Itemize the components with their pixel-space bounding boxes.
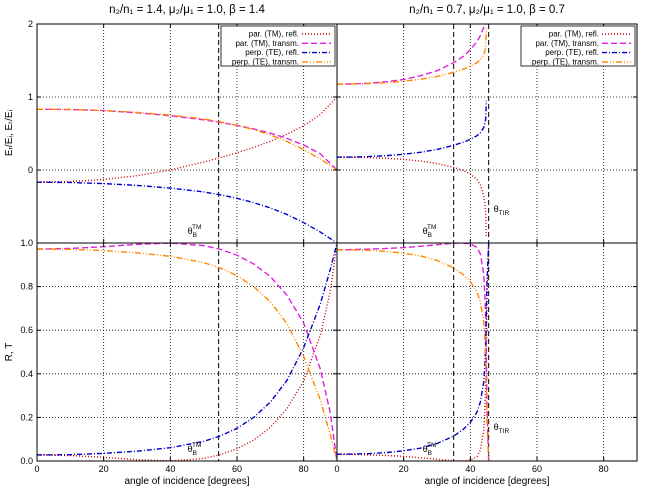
panel-bottom-right: 0 20 40 60 80 θBTM θTIR (334, 242, 638, 474)
series-line (337, 24, 487, 85)
legend-label: par. (TM), transm. (535, 39, 599, 48)
marker-annotation: θBTM (423, 224, 437, 239)
x-tick-label: 20 (99, 464, 109, 474)
x-tick-label: 0 (34, 464, 39, 474)
y-tick-label: 0.6 (20, 325, 33, 335)
series-line (37, 243, 337, 461)
x-axis-label-right: angle of incidence [degrees] (424, 476, 549, 487)
legend: par. (TM), refl.par. (TM), transm.perp. … (520, 25, 636, 67)
panel-title-left: n₂/n₁ = 1.4, μ₂/μ₁ = 1.0, β = 1.4 (109, 4, 265, 16)
series-line (37, 243, 337, 461)
series-line (37, 96, 337, 183)
x-tick-label: 40 (165, 464, 175, 474)
y-axis-label-bottom: R, T (4, 343, 15, 362)
y-tick-label: 0.8 (20, 282, 33, 292)
legend-label: perp. (TE), transm. (532, 57, 599, 66)
x-tick-label: 80 (299, 464, 309, 474)
series-line (37, 108, 337, 171)
y-tick-label: 0.0 (20, 456, 33, 466)
legend-label: par. (TM), refl. (249, 30, 299, 39)
marker-annotation: θTIR (494, 422, 510, 435)
series-line (37, 181, 337, 243)
panel-title-right: n₂/n₁ = 0.7, μ₂/μ₁ = 1.0, β = 0.7 (409, 4, 565, 16)
legend-label: par. (TM), transm. (235, 39, 299, 48)
x-axis-label-left: angle of incidence [degrees] (124, 476, 249, 487)
y-tick-label: 1.0 (20, 238, 33, 248)
series-line (37, 248, 337, 461)
x-tick-label: 80 (599, 464, 609, 474)
series-line (37, 243, 337, 456)
legend-box (520, 25, 636, 67)
marker-annotation: θBTM (188, 442, 202, 457)
legend-label: perp. (TE), refl. (545, 48, 599, 57)
series-line (337, 100, 488, 158)
x-tick-label: 0 (334, 464, 339, 474)
x-tick-label: 20 (399, 464, 409, 474)
series-line (337, 27, 488, 85)
marker-annotation: θTIR (494, 204, 510, 217)
legend-box (220, 25, 336, 67)
marker-annotation: θBTM (188, 224, 202, 239)
panel-bottom-left: 0 20 40 60 80 0.0 0.2 0.4 0.6 0.8 1.0 θBTM (20, 238, 338, 474)
x-tick-label: 40 (465, 464, 475, 474)
y-tick-label: 0.2 (20, 412, 33, 422)
x-tick-label: 60 (532, 464, 542, 474)
y-tick-label: 0 (28, 165, 33, 175)
series-line (337, 249, 490, 461)
legend-label: par. (TM), refl. (549, 30, 599, 39)
y-tick-label: 0.4 (20, 369, 33, 379)
legend-label: perp. (TE), refl. (245, 48, 299, 57)
legend: par. (TM), refl.par. (TM), transm.perp. … (220, 25, 336, 67)
y-axis-label-top: Eᵣ/Eᵢ, Eₜ/Eᵢ (4, 109, 15, 156)
y-tick-label: 2 (28, 19, 33, 29)
x-tick-label: 60 (232, 464, 242, 474)
marker-annotation: θBTM (423, 442, 437, 457)
y-tick-label: 1 (28, 92, 33, 102)
series-line (337, 243, 490, 461)
legend-label: perp. (TE), transm. (232, 57, 299, 66)
panel-top-left: 0 1 2 θBTM par. (TM), refl.par. (TM), transm… (28, 19, 338, 244)
plot-frame (336, 242, 638, 462)
